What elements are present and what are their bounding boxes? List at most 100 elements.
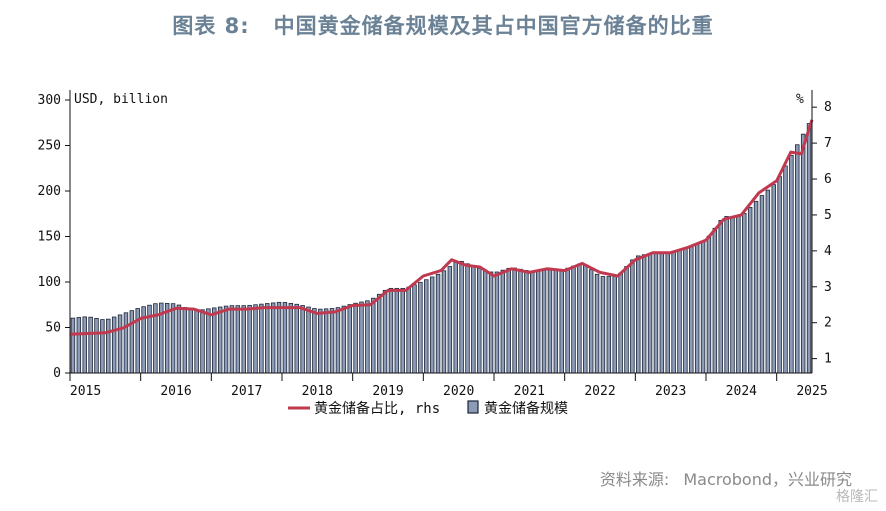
y-right-tick-label: 4 bbox=[824, 244, 832, 259]
bar bbox=[223, 305, 229, 374]
bar bbox=[235, 305, 241, 374]
bar bbox=[129, 310, 135, 374]
bar bbox=[636, 255, 641, 374]
bar bbox=[653, 252, 659, 374]
bar bbox=[164, 302, 170, 374]
bar bbox=[506, 267, 511, 374]
bar bbox=[500, 269, 506, 374]
bar bbox=[694, 243, 700, 374]
bar bbox=[376, 293, 382, 374]
bar bbox=[318, 308, 323, 374]
x-tick-label: 2015 bbox=[70, 384, 101, 399]
bar bbox=[671, 250, 676, 374]
bar bbox=[323, 308, 329, 374]
bar bbox=[229, 305, 235, 374]
bar bbox=[753, 200, 759, 374]
x-tick-label: 2025 bbox=[796, 384, 827, 399]
bar bbox=[371, 297, 376, 374]
x-tick-label: 2020 bbox=[443, 384, 474, 399]
bar bbox=[565, 267, 570, 374]
bar bbox=[212, 307, 217, 374]
bar bbox=[759, 195, 765, 374]
bar bbox=[742, 213, 747, 374]
bar bbox=[659, 252, 665, 374]
bar bbox=[341, 305, 347, 374]
y-left-tick-label: 200 bbox=[38, 184, 61, 199]
x-tick-label: 2024 bbox=[726, 384, 757, 399]
bar bbox=[288, 302, 294, 374]
bar bbox=[253, 304, 258, 374]
y-right-tick-label: 2 bbox=[824, 316, 832, 331]
y-left-tick-label: 150 bbox=[38, 230, 61, 245]
share-line bbox=[69, 119, 814, 336]
legend-bar-swatch bbox=[467, 400, 479, 414]
bar bbox=[524, 270, 529, 374]
bar bbox=[259, 303, 264, 374]
bar bbox=[459, 260, 464, 374]
bar bbox=[583, 264, 588, 374]
bar bbox=[394, 287, 400, 374]
bar bbox=[512, 267, 517, 374]
legend: 黄金储备占比, rhs 黄金储备规模 bbox=[288, 400, 568, 417]
bar bbox=[706, 235, 712, 374]
bar bbox=[477, 267, 482, 374]
y-right-tick-label: 3 bbox=[824, 280, 832, 295]
y-left-tick-label: 300 bbox=[38, 93, 61, 108]
legend-line-label: 黄金储备占比, rhs bbox=[314, 400, 440, 417]
bar bbox=[494, 271, 500, 374]
y-right-tick-label: 8 bbox=[824, 100, 832, 115]
bar bbox=[795, 144, 800, 374]
bar bbox=[106, 318, 111, 374]
bar bbox=[270, 302, 276, 374]
bar bbox=[606, 276, 612, 374]
bar bbox=[482, 269, 488, 374]
bar bbox=[577, 263, 582, 374]
bar bbox=[571, 265, 576, 374]
bar bbox=[747, 206, 753, 374]
figure-number: 图表 8: bbox=[172, 14, 250, 38]
bar bbox=[123, 312, 129, 374]
x-tick-label: 2022 bbox=[584, 384, 615, 399]
bar bbox=[712, 227, 718, 374]
bar bbox=[600, 276, 606, 374]
bar bbox=[306, 306, 311, 374]
bar bbox=[624, 266, 629, 374]
bar bbox=[282, 302, 288, 374]
x-tick-label: 2017 bbox=[231, 384, 262, 399]
bar bbox=[94, 317, 99, 374]
legend-bar-label: 黄金储备规模 bbox=[484, 400, 568, 417]
bar bbox=[400, 287, 405, 374]
bar bbox=[365, 300, 370, 374]
y-right-tick-label: 6 bbox=[824, 172, 832, 187]
x-tick-label: 2016 bbox=[160, 384, 191, 399]
bar bbox=[453, 261, 458, 374]
bar bbox=[718, 220, 723, 374]
bar bbox=[488, 271, 494, 374]
bar bbox=[553, 269, 559, 374]
bar bbox=[777, 176, 782, 374]
bar bbox=[806, 123, 812, 374]
bar bbox=[359, 301, 364, 374]
bar bbox=[100, 319, 105, 374]
bar bbox=[447, 266, 453, 374]
y-axis-right-label: % bbox=[796, 92, 804, 107]
bar bbox=[347, 304, 352, 374]
bar bbox=[424, 279, 429, 374]
source-text: Macrobond，兴业研究 bbox=[683, 470, 852, 489]
bar bbox=[471, 265, 476, 374]
x-tick-label: 2018 bbox=[302, 384, 333, 399]
watermark: 格隆汇 bbox=[836, 489, 878, 505]
bar bbox=[783, 165, 788, 374]
bar bbox=[429, 276, 435, 374]
y-left-tick-label: 50 bbox=[45, 321, 61, 336]
bar bbox=[329, 308, 335, 374]
bar bbox=[82, 316, 87, 374]
bar bbox=[518, 268, 523, 374]
bar bbox=[530, 270, 535, 374]
bar bbox=[353, 302, 358, 374]
bar bbox=[111, 316, 117, 374]
bar bbox=[182, 307, 188, 374]
bar bbox=[683, 247, 688, 374]
bar bbox=[412, 284, 417, 374]
